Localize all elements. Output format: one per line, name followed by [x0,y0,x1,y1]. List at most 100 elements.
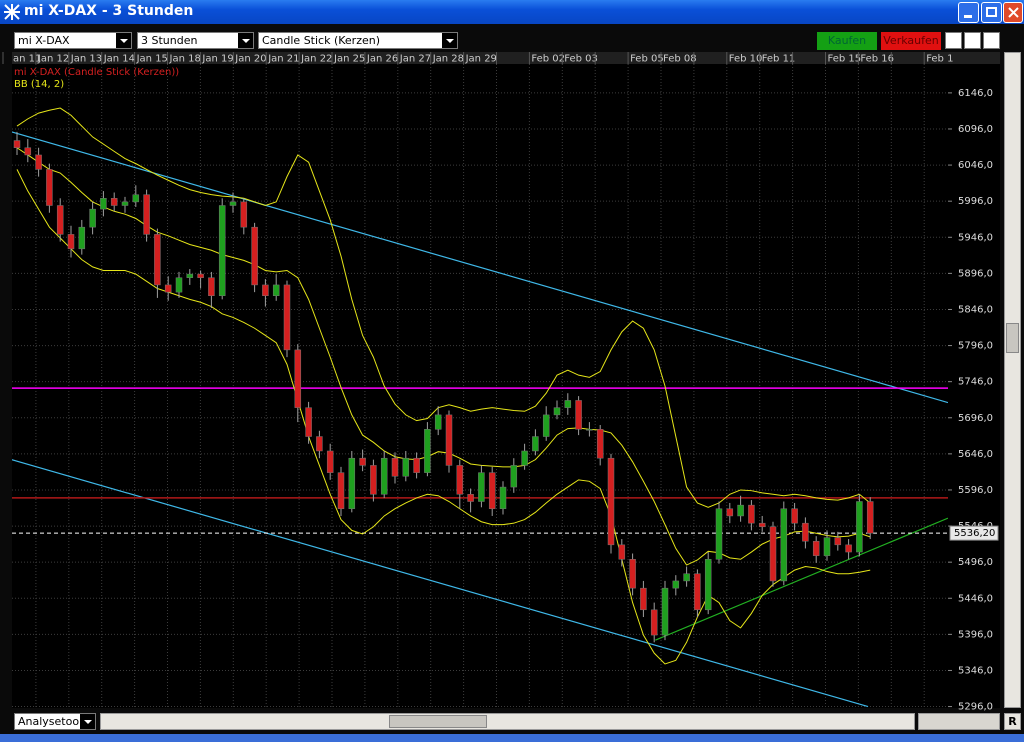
candle-body [89,208,96,228]
candle-body [856,501,863,553]
candle-body [100,198,107,210]
x-tick-label: Feb 11 [762,54,796,65]
x-tick-label: Jan 22 [300,54,332,65]
candle-body [337,472,345,509]
sell-button[interactable]: Verkaufen [881,32,941,50]
x-tick-label: Feb 02 [531,54,565,65]
candle-body [542,414,550,437]
candle-body [272,284,280,297]
candle-body [532,436,539,452]
candle-body [748,504,755,524]
interval-text: 3 Stunden [141,34,198,47]
candle-body [661,587,669,636]
trend-line [12,131,948,404]
x-tick-label: Feb 15 [828,54,862,65]
candle-body [715,508,723,560]
candle-body [359,457,366,466]
y-tick-label: 5896,0 [958,268,993,279]
y-tick-label: 5496,0 [958,557,993,568]
candle-body [143,194,150,235]
price-marker [949,525,999,541]
minimize-button[interactable] [958,2,979,23]
plot-background [12,52,948,708]
price-axis [948,64,1000,708]
y-tick-label: 5646,0 [958,449,993,460]
window-title: mi X-DAX - 3 Stunden [24,3,194,19]
candle-body [737,504,744,517]
y-tick-label: 5446,0 [958,593,993,604]
candle-body [164,284,172,293]
tool-button[interactable] [945,32,962,49]
candle-body [791,508,798,524]
reset-button[interactable]: R [1004,713,1021,730]
instrument-text: mi X-DAX [18,34,70,47]
candle-body [650,609,658,636]
x-tick-label: Jan 29 [465,54,497,65]
candle-body [251,226,258,286]
candle-body [380,457,388,495]
x-tick-label: Feb 10 [729,54,763,65]
candle-body [823,537,831,556]
x-tick-label: Jan 28 [432,54,464,65]
interval-select[interactable]: 3 Stunden [137,32,254,49]
tool-select[interactable]: Analysetool [14,713,96,730]
style-select[interactable]: Candle Stick (Kerzen) [258,32,458,49]
plot [12,64,948,708]
tool-text: Analysetool [18,715,83,728]
candle-body [154,234,161,286]
candle-body [769,526,777,582]
candle-body [586,429,593,431]
x-tick-label: Jan 25 [333,54,365,65]
x-tick-label: Feb 08 [663,54,697,65]
candle-body [866,501,874,534]
buy-button[interactable]: Kaufen [817,32,877,50]
instrument-select[interactable]: mi X-DAX [14,32,132,49]
x-tick-label: Jan 26 [366,54,398,65]
candle-body [434,414,442,430]
x-tick-label: Feb 1 [926,54,953,65]
candle-body [834,537,842,546]
candle-body [305,407,312,437]
candle-body [262,284,269,297]
candle-body [694,573,701,611]
y-tick-label: 5346,0 [958,665,993,676]
x-tick-label: Jan 13 [70,54,102,65]
candle-body [294,349,302,408]
horizontal-scrollbar[interactable] [100,713,915,730]
close-button[interactable] [1003,2,1023,23]
candle-body [575,400,582,430]
y-tick-label: 5746,0 [958,377,993,388]
candle-body [553,407,561,416]
candle-body [391,457,399,477]
tool-button[interactable] [964,32,981,49]
candle-body [110,198,118,206]
candle-body [67,234,75,250]
style-text: Candle Stick (Kerzen) [262,34,381,47]
candle-body [240,201,248,228]
y-tick-label: 5296,0 [958,702,993,713]
candle-body [478,472,485,502]
bollinger-middle [16,147,871,566]
candle-body [121,201,129,206]
candle-body [618,544,626,560]
candle-body [445,414,453,466]
y-tick-label: 5946,0 [958,232,993,243]
zoom-control[interactable] [918,713,1000,730]
candle-body [175,277,183,293]
y-tick-label: 6096,0 [958,124,993,135]
candle-body [683,573,690,582]
candle-body [510,465,518,488]
candle-body [348,457,356,509]
tool-button[interactable] [983,32,1000,49]
legend-entry: BB (14, 2) [14,79,64,90]
candle-body [197,273,204,278]
y-tick-label: 6046,0 [958,160,993,171]
candle-body [521,450,528,466]
x-tick-label: Feb 03 [564,54,598,65]
x-tick-label: Jan 12 [37,54,69,65]
x-tick-label: Jan 27 [399,54,431,65]
maximize-button[interactable] [981,2,1002,23]
candle-body [132,194,140,203]
vertical-scrollbar[interactable] [1004,52,1021,708]
